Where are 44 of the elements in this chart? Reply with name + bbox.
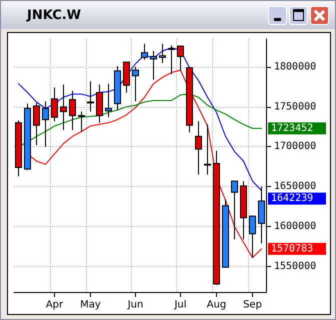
candlestick [231,180,238,240]
x-tick-label: Apr [46,300,64,310]
y-tick-label: 1700000 [274,141,316,152]
candlestick [249,216,256,258]
candlestick [204,124,211,176]
candlestick [105,83,112,118]
candlestick [60,84,67,130]
candlestick [87,80,94,112]
candlestick [150,50,157,80]
candlestick [24,103,31,170]
chart-title: JNKC.W [27,8,82,22]
y-tick-label: 1550000 [274,260,316,272]
text: 1642239 [271,193,314,204]
y-tick-label: 1650000 [274,181,316,192]
candlestick [240,180,247,240]
candlestick [186,67,193,133]
candlestick [42,100,49,148]
candlestick [132,66,139,102]
candlestick [96,84,103,124]
candlestick [177,46,184,72]
candlestick [15,120,22,177]
y-tick-label: 1800000 [274,61,316,72]
line-series [18,47,262,192]
candlestick [114,66,121,111]
text: 1723452 [271,122,314,134]
candlestick [123,62,130,93]
candlestick [222,198,229,268]
x-tick-label: Jun [126,300,144,310]
x-tick-label: Jul [173,300,187,310]
candlestick [159,43,166,64]
y-tick-label: 1600000 [274,221,316,232]
candlestick [168,44,175,75]
candlestick [195,120,202,176]
candlestick [51,87,58,122]
candlestick [69,90,76,130]
x-tick-label: May [80,300,101,310]
candlestick [213,150,220,286]
x-tick-label: Aug [206,300,226,310]
x-tick-label: Sep [243,300,262,310]
candlestick [78,111,85,132]
candlestick [141,43,148,60]
candlestick [33,102,40,146]
text: 1570783 [271,243,314,254]
y-tick-label: 1750000 [274,101,316,112]
